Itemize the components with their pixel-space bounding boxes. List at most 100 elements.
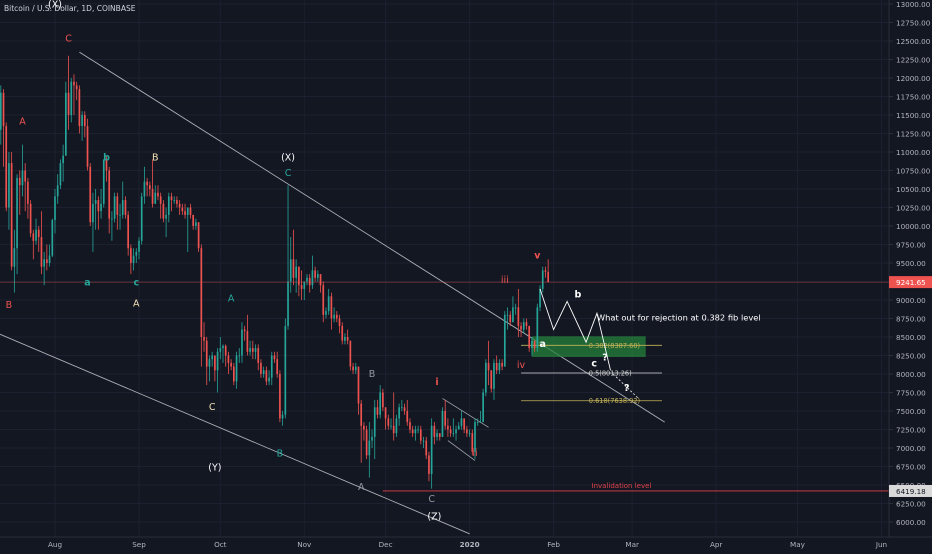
price-tick-label: 8000.00 xyxy=(896,370,926,379)
candle-body xyxy=(32,233,35,241)
price-tick-label: 12000.00 xyxy=(896,74,931,83)
candle-body xyxy=(281,414,284,419)
candle-body xyxy=(189,207,192,215)
candle-body xyxy=(219,348,222,352)
candle-body xyxy=(547,271,550,283)
candle-body xyxy=(151,189,154,204)
candle-body xyxy=(376,407,379,415)
candle-body xyxy=(119,214,121,216)
candle-body xyxy=(0,92,2,130)
candle-body xyxy=(474,422,476,452)
candle-body xyxy=(392,425,395,434)
wave-label: A xyxy=(228,293,235,304)
candle-body xyxy=(35,229,37,241)
wave-label: b xyxy=(575,290,582,301)
price-tick-label: 6750.00 xyxy=(896,462,926,471)
candle-body xyxy=(127,214,130,249)
candle-body xyxy=(94,200,97,204)
price-tick-label: 12750.00 xyxy=(896,18,931,27)
time-tick-label: Dec xyxy=(379,540,393,549)
candle-body xyxy=(303,281,306,289)
wave-label: (Z) xyxy=(427,512,441,523)
candle-body xyxy=(509,314,512,323)
candle-body xyxy=(325,311,327,315)
candle-body xyxy=(167,196,170,215)
candle-body xyxy=(503,314,506,367)
candle-body xyxy=(16,177,18,249)
candle-body xyxy=(357,366,360,404)
wave-label: a xyxy=(84,278,90,289)
candle-body xyxy=(536,307,539,349)
candle-body xyxy=(2,92,5,127)
candle-body xyxy=(544,270,547,272)
candle-body xyxy=(428,455,430,474)
candle-body xyxy=(284,325,287,415)
candle-body xyxy=(51,220,54,256)
candle-body xyxy=(430,425,433,474)
candle-body xyxy=(165,214,167,219)
wave-label: ? xyxy=(602,352,608,363)
candle-body xyxy=(344,337,346,341)
wave-label: C xyxy=(209,402,216,413)
candle-body xyxy=(251,348,254,352)
candle-body xyxy=(121,200,124,215)
candle-body xyxy=(54,196,56,221)
candle-body xyxy=(200,248,203,337)
price-tick-label: 9500.00 xyxy=(896,259,926,268)
candle-body xyxy=(157,192,159,197)
candle-body xyxy=(116,196,119,215)
price-tick-label: 6000.00 xyxy=(896,518,926,527)
price-tick-label: 7750.00 xyxy=(896,388,926,397)
candle-body xyxy=(40,237,43,267)
candle-body xyxy=(265,370,268,382)
candle-body xyxy=(75,85,78,90)
price-tick-label: 7500.00 xyxy=(896,407,926,416)
candle-body xyxy=(463,418,466,430)
time-tick-label: Aug xyxy=(48,540,62,549)
candle-body xyxy=(490,370,493,389)
candle-body xyxy=(249,348,251,352)
candle-body xyxy=(449,429,452,434)
candle-body xyxy=(520,325,522,330)
candle-body xyxy=(97,200,100,212)
candle-body xyxy=(363,425,365,430)
time-axis[interactable]: Aug Sep Oct Nov Dec 2020 Feb Mar Apr May Jun xyxy=(48,540,887,549)
candle-body xyxy=(322,285,325,315)
candle-body xyxy=(300,285,303,289)
price-tick-label: 13000.00 xyxy=(896,0,931,9)
invalidation-label: Invalidation level xyxy=(592,482,652,490)
candle-body xyxy=(262,370,265,374)
price-tick-label: 12500.00 xyxy=(896,37,931,46)
invalidation-price-tag xyxy=(889,484,932,497)
candle-body xyxy=(211,355,214,360)
candle-body xyxy=(368,440,371,456)
invalidation-price-label: 6419.18 xyxy=(896,487,926,496)
candle-body xyxy=(498,362,501,371)
candle-body xyxy=(539,288,541,308)
candle-body xyxy=(43,259,46,267)
candle-body xyxy=(438,433,441,437)
candle-body xyxy=(338,318,341,326)
current-price-label: 9241.65 xyxy=(896,278,926,287)
price-tick-label: 10250.00 xyxy=(896,203,931,212)
candle-body xyxy=(224,345,227,356)
candle-body xyxy=(159,196,162,204)
wave-label: c xyxy=(133,278,139,289)
candle-body xyxy=(108,170,111,219)
candle-body xyxy=(476,422,479,423)
price-tick-label: 12250.00 xyxy=(896,55,931,64)
wave-label: A xyxy=(19,116,26,127)
candle-body xyxy=(222,345,224,349)
price-axis[interactable]: 13000.00 12750.00 12500.00 12250.00 12000.00… xyxy=(889,0,932,527)
wave-label: ii xyxy=(472,448,477,459)
candle-body xyxy=(316,274,319,278)
price-tick-label: 10500.00 xyxy=(896,185,931,194)
candle-body xyxy=(8,163,10,208)
candle-body xyxy=(441,411,444,437)
wave-label: (X) xyxy=(48,0,62,11)
candle-body xyxy=(148,185,151,189)
overlay-layer: Invalidation level What out for rejection… xyxy=(0,281,889,492)
zone-layer: 0.382(8387.60) 0.5(8013.26) 0.618(7638.92) xyxy=(521,336,662,405)
